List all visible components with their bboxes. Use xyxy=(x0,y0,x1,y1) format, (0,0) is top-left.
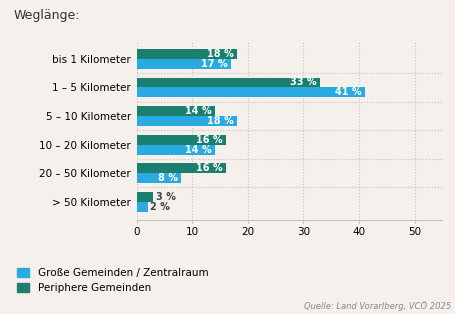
Text: 2 %: 2 % xyxy=(150,202,170,212)
Bar xyxy=(136,59,231,69)
Text: 16 %: 16 % xyxy=(195,135,222,144)
Legend: Große Gemeinden / Zentralraum, Periphere Gemeinden: Große Gemeinden / Zentralraum, Periphere… xyxy=(17,268,208,293)
Bar xyxy=(136,202,147,212)
Text: 33 %: 33 % xyxy=(289,78,316,88)
Text: Quelle: Land Vorarlberg, VCÖ 2025: Quelle: Land Vorarlberg, VCÖ 2025 xyxy=(303,301,450,311)
Text: Weglänge:: Weglänge: xyxy=(14,9,80,22)
Text: 16 %: 16 % xyxy=(195,163,222,173)
Text: 14 %: 14 % xyxy=(184,106,211,116)
Bar xyxy=(136,49,236,59)
Bar xyxy=(136,144,214,154)
Text: 8 %: 8 % xyxy=(157,173,177,183)
Text: 14 %: 14 % xyxy=(184,144,211,154)
Bar xyxy=(136,78,319,88)
Bar xyxy=(136,163,225,173)
Text: 41 %: 41 % xyxy=(334,88,360,97)
Bar xyxy=(136,116,236,126)
Text: 3 %: 3 % xyxy=(155,192,175,202)
Bar xyxy=(136,88,364,97)
Text: 18 %: 18 % xyxy=(206,116,233,126)
Bar xyxy=(136,173,181,183)
Text: 17 %: 17 % xyxy=(201,59,228,69)
Bar xyxy=(136,192,153,202)
Bar xyxy=(136,135,225,144)
Text: 18 %: 18 % xyxy=(206,49,233,59)
Bar xyxy=(136,106,214,116)
